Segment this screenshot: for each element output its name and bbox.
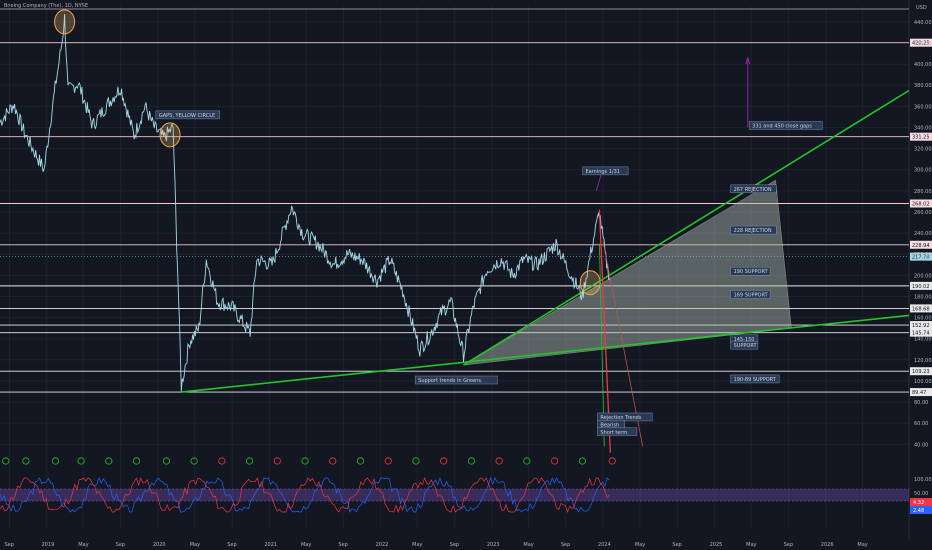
currency-label: USD <box>916 5 927 11</box>
gap-circle <box>160 123 180 147</box>
time-axis-tick: May <box>78 542 88 548</box>
time-axis-tick: 2024 <box>598 542 611 548</box>
time-axis-tick: May <box>746 542 756 548</box>
price-axis-tick: 140.00 <box>914 337 932 343</box>
oscillator-axis-tick: 50.00 <box>914 491 928 497</box>
level-price-label: 331.25 <box>912 135 930 141</box>
level-price-label: 190.02 <box>912 284 930 290</box>
price-axis-tick: 360.00 <box>914 104 932 110</box>
price-axis-tick: 300.00 <box>914 168 932 174</box>
price-axis-tick: 180.00 <box>914 294 932 300</box>
annotation-note-text: Short term. <box>600 430 629 436</box>
time-axis-tick: May <box>190 542 200 548</box>
oscillator-band <box>0 489 909 501</box>
earnings-marker <box>133 458 139 464</box>
earnings-marker <box>274 458 280 464</box>
level-price-label: 89.47 <box>912 390 926 396</box>
level-price-label: 109.23 <box>912 369 930 375</box>
annotation-note-text: 190-89 SUPPORT <box>734 377 777 383</box>
earnings-marker <box>330 458 336 464</box>
earnings-marker <box>52 458 58 464</box>
earnings-marker <box>385 458 391 464</box>
time-axis-tick: 2019 <box>42 542 55 548</box>
annotation-note-text: Bearish <box>600 422 619 428</box>
time-axis-tick: Sep <box>338 542 347 548</box>
price-axis-tick: 440.00 <box>914 20 932 26</box>
price-axis-tick: 320.00 <box>914 147 932 153</box>
earnings-arrow <box>596 175 601 191</box>
earnings-marker <box>496 458 502 464</box>
annotation-note-text: 228 REJECTION <box>734 228 772 234</box>
time-axis-tick: 2021 <box>264 542 277 548</box>
time-axis-tick: Sep <box>672 542 681 548</box>
price-axis-tick: 380.00 <box>914 83 932 89</box>
price-axis-tick: 80.00 <box>914 400 928 406</box>
price-axis-tick: 400.00 <box>914 62 932 68</box>
annotation-note-text: Earnings 1/31 <box>585 169 620 175</box>
earnings-marker <box>246 458 252 464</box>
level-price-label: 268.02 <box>912 201 930 207</box>
earnings-marker <box>551 458 557 464</box>
earnings-marker <box>440 458 446 464</box>
price-axis-tick: 200.00 <box>914 273 932 279</box>
earnings-marker <box>468 458 474 464</box>
price-axis-tick: 100.00 <box>914 379 932 385</box>
time-axis-tick: May <box>301 542 311 548</box>
annotation-note-text: 169 SUPPORT <box>734 292 769 298</box>
price-axis-tick: 260.00 <box>914 210 932 216</box>
time-axis-tick: Sep <box>4 542 13 548</box>
price-axis-tick: 340.00 <box>914 125 932 131</box>
earnings-marker <box>191 458 197 464</box>
earnings-marker <box>219 458 225 464</box>
earnings-marker <box>524 458 530 464</box>
earnings-marker <box>163 458 169 464</box>
time-axis-tick: Sep <box>450 542 459 548</box>
earnings-marker <box>357 458 363 464</box>
price-axis-tick: 60.00 <box>914 421 928 427</box>
price-axis-tick: 40.00 <box>914 442 928 448</box>
oscillator-value-label: 4.32 <box>913 500 924 506</box>
annotation-note-text: 267 REJECTION <box>734 187 772 193</box>
time-axis-tick: 2023 <box>487 542 500 548</box>
oscillator-axis-tick: 100.00 <box>914 477 932 483</box>
level-price-label: 152.92 <box>912 323 930 329</box>
earnings-marker <box>302 458 308 464</box>
oscillator-value-label: 2.48 <box>913 508 924 514</box>
earnings-marker <box>106 458 112 464</box>
time-axis-tick: Sep <box>227 542 236 548</box>
annotation-note-text: GAPS, YELLOW CIRCLE <box>159 113 215 119</box>
time-axis-tick: May <box>523 542 533 548</box>
price-axis-tick: 420.00 <box>914 41 932 47</box>
earnings-marker <box>609 458 615 464</box>
price-axis-tick: 220.00 <box>914 252 932 258</box>
earnings-marker <box>23 458 29 464</box>
annotation-note-text: Support trends in Greens. <box>418 378 483 384</box>
gap-circle <box>55 10 75 34</box>
annotation-note-text: 190 SUPPORT <box>734 269 769 275</box>
time-axis-tick: 2026 <box>821 542 834 548</box>
time-axis-tick: Sep <box>784 542 793 548</box>
earnings-marker <box>579 458 585 464</box>
price-axis-tick: 280.00 <box>914 189 932 195</box>
time-axis-tick: Sep <box>116 542 125 548</box>
annotation-note-text: Rejection Trends <box>600 415 641 421</box>
level-price-label: 228.94 <box>912 243 930 249</box>
time-axis-tick: 2020 <box>153 542 166 548</box>
time-axis-tick: May <box>635 542 645 548</box>
price-axis-tick: 240.00 <box>914 231 932 237</box>
time-axis-tick: Sep <box>561 542 570 548</box>
gap-circle <box>580 271 600 295</box>
earnings-marker <box>3 458 9 464</box>
earnings-marker <box>413 458 419 464</box>
level-price-label: 168.68 <box>912 306 930 312</box>
annotation-note-text: 331 and 450 close gaps <box>752 123 812 129</box>
time-axis-tick: 2022 <box>376 542 389 548</box>
price-axis-tick: 160.00 <box>914 316 932 322</box>
time-axis-tick: May <box>857 542 867 548</box>
price-axis-tick: 120.00 <box>914 358 932 364</box>
time-axis-tick: 2025 <box>710 542 723 548</box>
annotation-note-text: SUPPORT <box>734 343 758 349</box>
time-axis-tick: May <box>412 542 422 548</box>
